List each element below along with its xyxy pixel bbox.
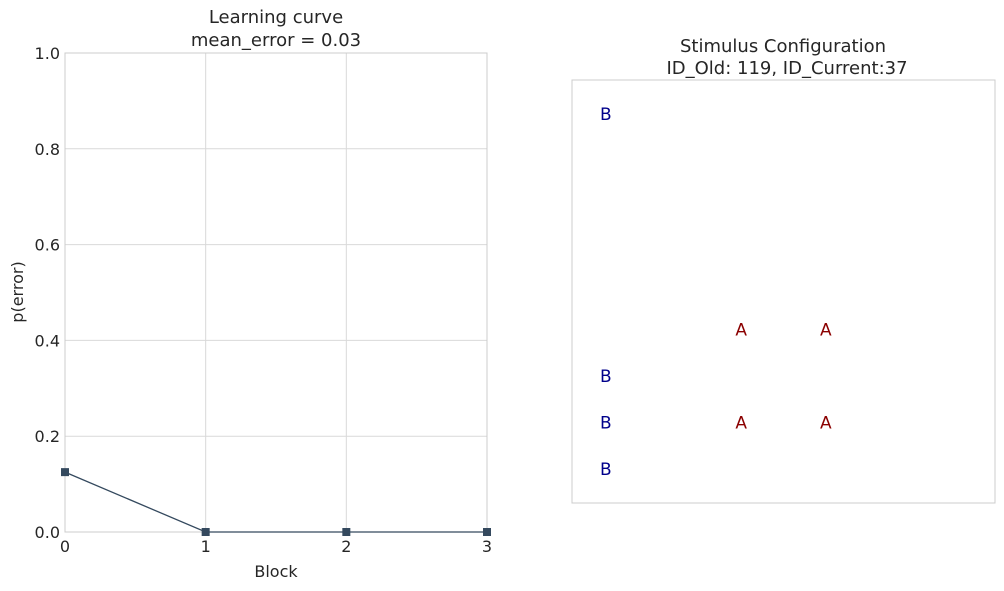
y-tick-label: 0.4 bbox=[35, 331, 60, 350]
stimulus-a-label: A bbox=[820, 321, 832, 341]
data-point bbox=[483, 528, 491, 536]
learning-curve-series bbox=[61, 468, 491, 536]
learning-curve-y-ticks: 0.0 0.2 0.4 0.6 0.8 1.0 bbox=[35, 44, 60, 542]
series-line bbox=[64, 471, 487, 533]
stimulus-a-label: A bbox=[735, 414, 747, 434]
stimulus-configuration-chart: Stimulus Configuration ID_Old: 119, ID_C… bbox=[571, 36, 996, 504]
data-point bbox=[61, 468, 69, 477]
stimulus-b-label: B bbox=[600, 105, 612, 125]
y-tick-label: 0.2 bbox=[35, 427, 60, 446]
learning-curve-y-label: p(error) bbox=[8, 261, 27, 322]
y-tick-label: 1.0 bbox=[35, 44, 60, 63]
x-tick-label: 3 bbox=[482, 537, 492, 556]
learning-curve-grid bbox=[64, 52, 488, 533]
learning-curve-chart: Learning curve mean_error = 0.03 0.00.20… bbox=[8, 7, 492, 581]
stimulus-b-label: B bbox=[600, 414, 612, 434]
y-tick-label: 0.0 bbox=[35, 523, 60, 542]
stimulus-frame bbox=[571, 79, 996, 504]
learning-curve-title: Learning curve bbox=[209, 7, 343, 28]
data-point bbox=[201, 528, 210, 536]
stimulus-b-label: B bbox=[600, 367, 612, 387]
x-tick-label: 1 bbox=[201, 537, 211, 556]
x-tick-label: 0 bbox=[60, 537, 70, 556]
learning-curve-subtitle: mean_error = 0.03 bbox=[191, 30, 361, 51]
stimulus-subtitle: ID_Old: 119, ID_Current:37 bbox=[666, 58, 907, 79]
learning-curve-x-label: Block bbox=[254, 562, 298, 581]
learning-curve-frame bbox=[64, 52, 488, 533]
y-tick-label: 0.8 bbox=[35, 140, 60, 159]
stimulus-a-label: A bbox=[820, 414, 832, 434]
x-tick-label: 2 bbox=[341, 537, 351, 556]
stimulus-title: Stimulus Configuration bbox=[680, 36, 886, 57]
stimulus-a-label: A bbox=[735, 321, 747, 341]
stimulus-b-label: B bbox=[600, 460, 612, 480]
y-tick-label: 0.6 bbox=[35, 236, 60, 255]
stimulus-points: B B B B A A A A bbox=[600, 105, 832, 480]
data-point bbox=[342, 528, 351, 536]
learning-curve-x-ticks: 0 1 2 3 bbox=[60, 537, 492, 556]
